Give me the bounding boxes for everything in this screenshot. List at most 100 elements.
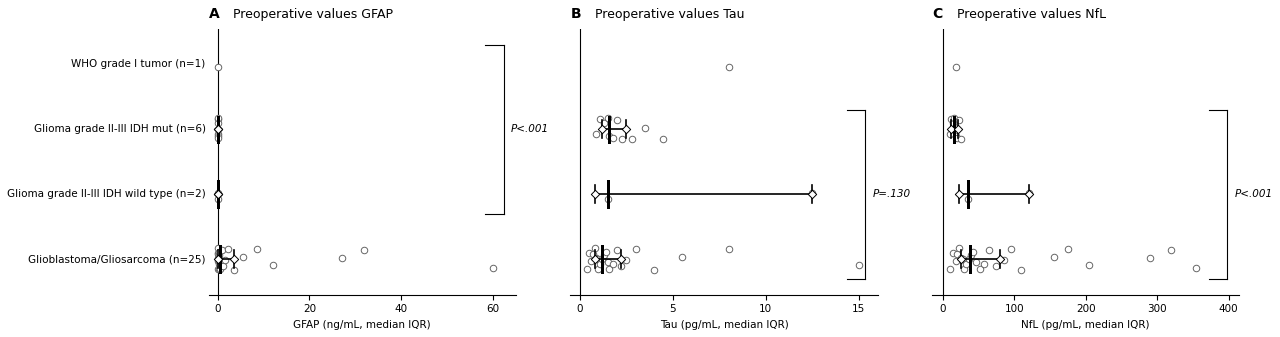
Point bbox=[209, 135, 229, 141]
Point bbox=[626, 246, 646, 252]
Point bbox=[622, 136, 643, 142]
Point bbox=[644, 268, 664, 273]
Point bbox=[207, 191, 228, 197]
Point bbox=[577, 266, 598, 272]
Point bbox=[209, 252, 229, 257]
Point bbox=[942, 120, 963, 126]
Point bbox=[1187, 265, 1207, 270]
Point bbox=[207, 258, 228, 263]
Point bbox=[803, 191, 823, 196]
Point bbox=[595, 249, 616, 255]
Point bbox=[946, 258, 966, 263]
Point bbox=[207, 266, 228, 272]
X-axis label: NfL (pg/mL, median IQR): NfL (pg/mL, median IQR) bbox=[1021, 320, 1149, 330]
Point bbox=[207, 250, 228, 255]
Point bbox=[594, 120, 614, 126]
Point bbox=[948, 117, 969, 122]
X-axis label: Tau (pg/mL, median IQR): Tau (pg/mL, median IQR) bbox=[659, 320, 788, 330]
Point bbox=[209, 266, 229, 272]
Point bbox=[611, 263, 631, 269]
Point bbox=[959, 256, 979, 262]
Text: Glioblastoma/Gliosarcoma (n=25): Glioblastoma/Gliosarcoma (n=25) bbox=[28, 254, 206, 264]
Point bbox=[974, 261, 995, 267]
Point bbox=[207, 116, 228, 121]
Point bbox=[941, 127, 961, 132]
Point bbox=[970, 267, 991, 272]
Point bbox=[590, 262, 611, 267]
Point bbox=[653, 136, 673, 142]
Text: Preoperative values GFAP: Preoperative values GFAP bbox=[233, 8, 393, 21]
Point bbox=[585, 191, 605, 197]
Point bbox=[209, 256, 229, 262]
Point bbox=[582, 251, 603, 256]
Point bbox=[207, 127, 228, 132]
Point bbox=[209, 255, 229, 261]
Point bbox=[947, 127, 968, 132]
Point bbox=[598, 259, 618, 265]
Text: Glioma grade II-III IDH mut (n=6): Glioma grade II-III IDH mut (n=6) bbox=[33, 124, 206, 134]
Text: Preoperative values NfL: Preoperative values NfL bbox=[956, 8, 1106, 21]
Point bbox=[718, 65, 739, 70]
Point bbox=[948, 191, 969, 197]
Point bbox=[1161, 247, 1181, 252]
Point bbox=[951, 137, 972, 142]
Point bbox=[946, 133, 966, 139]
Point bbox=[599, 267, 620, 272]
Point bbox=[590, 116, 611, 121]
Point bbox=[586, 132, 607, 137]
Point bbox=[993, 257, 1014, 263]
Point bbox=[979, 247, 1000, 252]
Point bbox=[224, 256, 244, 262]
Point bbox=[598, 196, 618, 202]
Point bbox=[965, 259, 986, 265]
Point bbox=[209, 65, 229, 70]
Point bbox=[588, 256, 608, 262]
Point bbox=[211, 247, 232, 252]
Point bbox=[585, 256, 605, 262]
Point bbox=[849, 263, 869, 268]
Point bbox=[209, 256, 229, 262]
Point bbox=[207, 191, 228, 197]
Point bbox=[209, 249, 229, 255]
Point bbox=[355, 247, 375, 252]
Point bbox=[207, 120, 228, 126]
Point bbox=[616, 127, 636, 132]
Point bbox=[210, 261, 230, 267]
Point bbox=[599, 133, 620, 139]
Point bbox=[607, 117, 627, 122]
Point bbox=[1139, 255, 1160, 261]
Point bbox=[207, 191, 228, 196]
Point bbox=[209, 245, 229, 251]
Point bbox=[611, 256, 631, 262]
Point bbox=[616, 257, 636, 263]
Point bbox=[594, 252, 614, 257]
Point bbox=[940, 266, 960, 272]
Point bbox=[262, 263, 283, 268]
Point bbox=[1057, 246, 1078, 251]
Point bbox=[940, 132, 960, 137]
Point bbox=[585, 245, 605, 251]
Point bbox=[591, 127, 612, 132]
Point bbox=[207, 132, 228, 137]
Point bbox=[942, 250, 963, 255]
Point bbox=[612, 137, 632, 142]
Point bbox=[332, 255, 352, 261]
Point bbox=[1079, 263, 1100, 268]
Point bbox=[210, 259, 230, 265]
Point bbox=[603, 135, 623, 141]
Point bbox=[957, 196, 978, 202]
Point bbox=[941, 116, 961, 121]
Point bbox=[591, 256, 612, 262]
Point bbox=[960, 252, 980, 257]
Point bbox=[948, 245, 969, 251]
Point bbox=[718, 246, 739, 251]
Point bbox=[579, 250, 599, 255]
Point bbox=[581, 258, 602, 263]
Point bbox=[963, 249, 983, 255]
Point bbox=[586, 255, 607, 261]
Point bbox=[954, 266, 974, 272]
Point bbox=[218, 246, 238, 252]
Text: P=.130: P=.130 bbox=[873, 189, 911, 199]
Text: WHO grade I tumor (n=1): WHO grade I tumor (n=1) bbox=[72, 59, 206, 69]
Text: Preoperative values Tau: Preoperative values Tau bbox=[595, 8, 745, 21]
